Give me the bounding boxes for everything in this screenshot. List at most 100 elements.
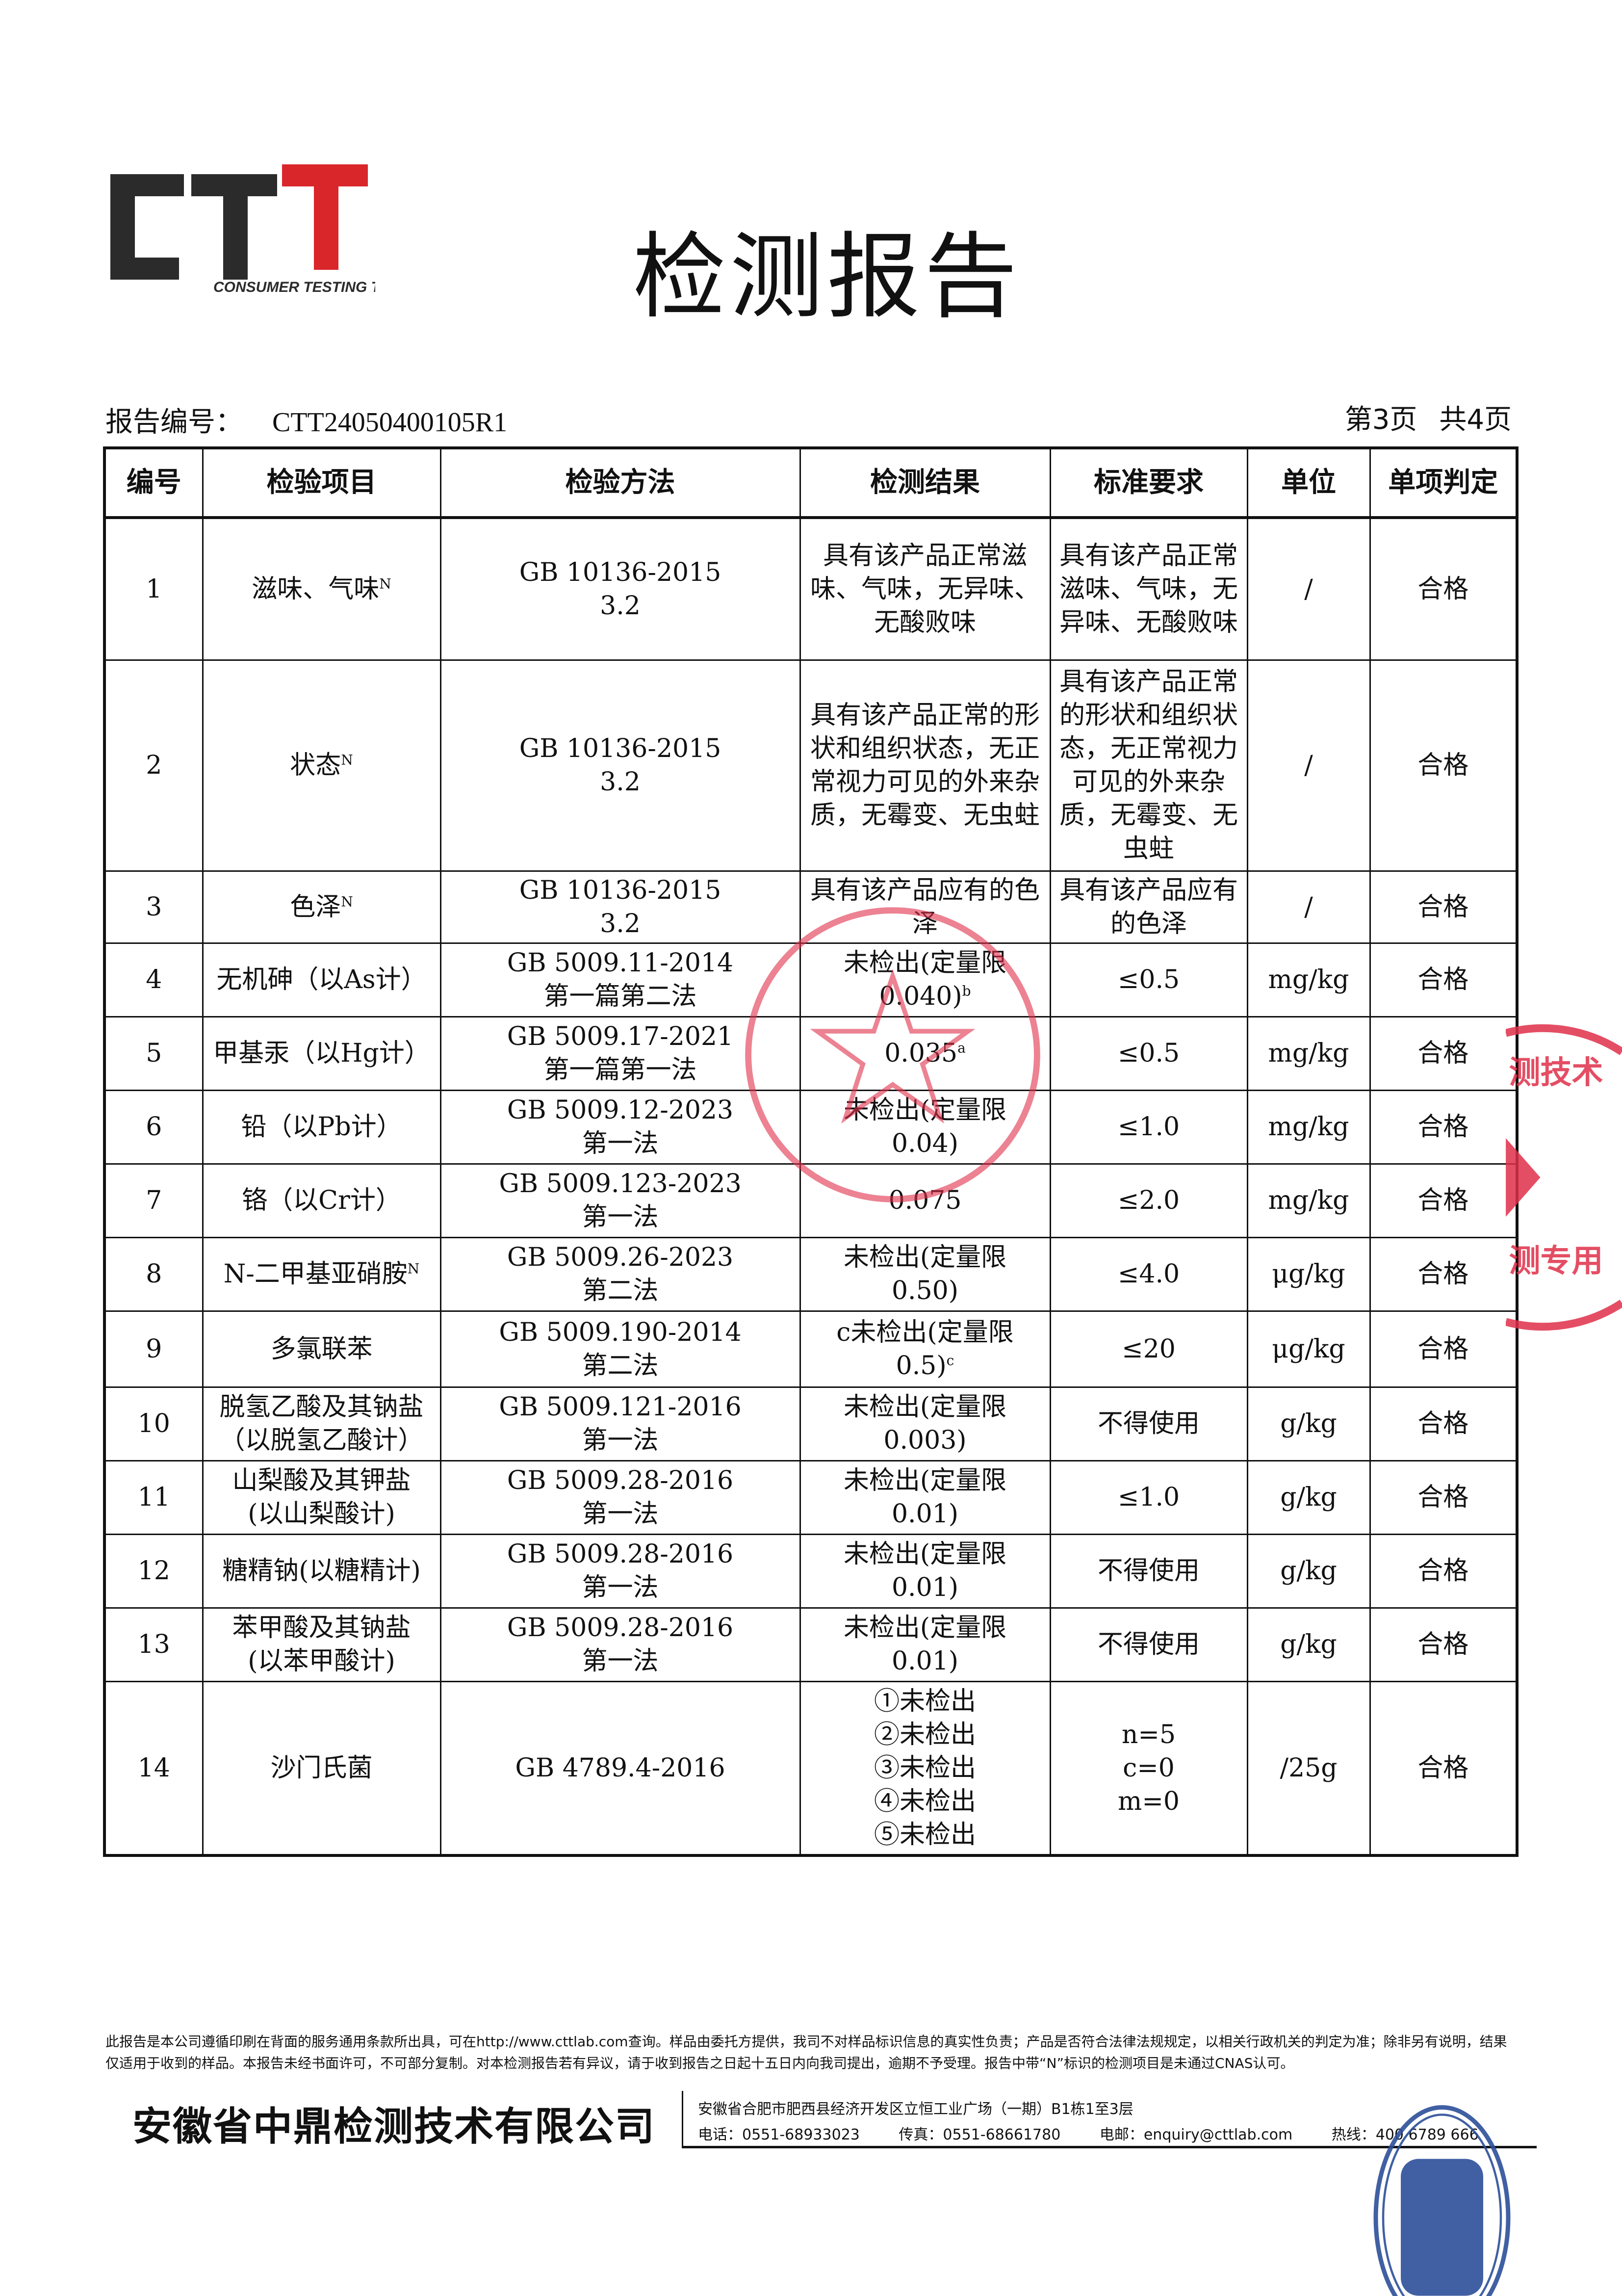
result-text: 未检出(定量限 0.040) [843, 948, 1007, 1011]
cell-no: 9 [103, 1310, 204, 1388]
cell-verdict: 合格 [1369, 1236, 1518, 1312]
verdict-text: 合格 [1417, 1259, 1469, 1289]
results-table: 编号 检验项目 检验方法 检测结果 标准要求 单位 单项判定 1 滋味、气味N GB… [103, 446, 1519, 1857]
table-row: 6 铅（以Pb计） GB 5009.12-2023 第一法 未检出(定量限 0.04)… [103, 1089, 1518, 1165]
cell-result: c未检出(定量限 0.5)c [799, 1310, 1051, 1388]
cell-requirement: ≤2.0 [1049, 1163, 1248, 1238]
cell-item: 色泽N [202, 870, 441, 944]
cell-method: GB 4789.4-2016 [439, 1680, 801, 1856]
cell-no: 4 [103, 942, 204, 1018]
verdict-text: 合格 [1417, 1334, 1469, 1364]
verdict-text: 合格 [1417, 1409, 1469, 1438]
cell-no: 5 [103, 1016, 204, 1091]
report-number: 报告编号： CTT24050400105R1 [105, 400, 507, 440]
cell-method: GB 10136-2015 3.2 [439, 517, 801, 661]
cell-verdict: 合格 [1369, 1386, 1518, 1461]
cell-item: 沙门氏菌 [202, 1680, 441, 1856]
cell-item: 甲基汞（以Hg计） [202, 1016, 441, 1091]
cell-no: 2 [103, 659, 204, 872]
no-text: 14 [137, 1753, 170, 1783]
verdict-text: 合格 [1417, 1112, 1469, 1142]
fax: 传真：0551-68661780 [899, 2126, 1061, 2143]
verdict-text: 合格 [1417, 751, 1469, 780]
cell-no: 7 [103, 1163, 204, 1238]
result-text: 未检出(定量限 0.04) [843, 1096, 1007, 1158]
cell-unit: mg/kg [1246, 942, 1371, 1018]
method-text: GB 10136-2015 3.2 [519, 734, 721, 797]
requirement-text: ≤0.5 [1117, 965, 1180, 994]
result-text: ①未检出 ②未检出 ③未检出 ④未检出 ⑤未检出 [874, 1686, 976, 1850]
item-text: 糖精钠(以糖精计) [222, 1556, 421, 1586]
result-footnote-mark: b [962, 983, 971, 999]
requirement-text: ≤2.0 [1117, 1186, 1180, 1215]
cell-method: GB 5009.123-2023 第一法 [439, 1163, 801, 1238]
header-item: 检验项目 [202, 447, 441, 519]
requirement-text: ≤1.0 [1117, 1112, 1180, 1142]
cell-method: GB 10136-2015 3.2 [439, 659, 801, 872]
cell-unit: mg/kg [1246, 1089, 1371, 1165]
requirement-text: 具有该产品应有的色泽 [1059, 875, 1238, 939]
result-text: 未检出(定量限 0.003) [843, 1392, 1007, 1455]
method-text: GB 10136-2015 3.2 [519, 875, 721, 939]
item-text: 状态 [290, 751, 341, 780]
cell-no: 13 [103, 1607, 204, 1682]
result-text: 0.035 [884, 1039, 958, 1068]
no-text: 11 [137, 1483, 170, 1512]
method-text: GB 5009.12-2023 第一法 [507, 1096, 734, 1158]
cell-no: 10 [103, 1386, 204, 1461]
requirement-text: 不得使用 [1097, 1630, 1200, 1659]
cell-verdict: 合格 [1369, 1533, 1518, 1609]
method-text: GB 5009.26-2023 第二法 [507, 1243, 734, 1305]
cell-verdict: 合格 [1369, 1310, 1518, 1388]
cell-no: 14 [103, 1680, 204, 1856]
no-text: 8 [146, 1259, 162, 1289]
cell-method: GB 5009.28-2016 第一法 [439, 1533, 801, 1609]
requirement-text: n=5 c=0 m=0 [1118, 1720, 1180, 1816]
table-row: 1 滋味、气味N GB 10136-2015 3.2 具有该产品正常滋味、气味，无异味… [103, 517, 1518, 661]
verdict-text: 合格 [1417, 574, 1469, 604]
cell-requirement: ≤0.5 [1049, 942, 1248, 1018]
cell-verdict: 合格 [1369, 517, 1518, 661]
table-row: 10 脱氢乙酸及其钠盐 （以脱氢乙酸计） GB 5009.121-2016 第一法 未… [103, 1386, 1518, 1461]
item-footnote-mark: N [341, 752, 353, 768]
cell-verdict: 合格 [1369, 1089, 1518, 1165]
cell-no: 6 [103, 1089, 204, 1165]
cell-method: GB 10136-2015 3.2 [439, 870, 801, 944]
method-text: GB 5009.190-2014 第二法 [499, 1317, 742, 1381]
table-row: 12 糖精钠(以糖精计) GB 5009.28-2016 第一法 未检出(定量限 0.… [103, 1533, 1518, 1609]
header-method: 检验方法 [439, 447, 801, 519]
cell-method: GB 5009.12-2023 第一法 [439, 1089, 801, 1165]
table-row: 9 多氯联苯 GB 5009.190-2014 第二法 c未检出(定量限 0.5)c ≤… [103, 1310, 1518, 1388]
cell-result: 0.075 [799, 1163, 1051, 1238]
cell-requirement: 具有该产品应有的色泽 [1049, 870, 1248, 944]
item-text: 滋味、气味 [252, 574, 380, 604]
cell-requirement: ≤1.0 [1049, 1460, 1248, 1535]
header-verdict: 单项判定 [1369, 447, 1518, 519]
cell-result: 未检出(定量限 0.01) [799, 1533, 1051, 1609]
unit-text: /25g [1280, 1753, 1338, 1783]
method-text: GB 5009.121-2016 第一法 [499, 1392, 742, 1455]
hotline: 热线：400 6789 666 [1331, 2126, 1479, 2143]
company-name: 安徽省中鼎检测技术有限公司 [132, 2104, 655, 2149]
table-header-row: 编号 检验项目 检验方法 检测结果 标准要求 单位 单项判定 [103, 447, 1518, 519]
verdict-text: 合格 [1417, 892, 1469, 922]
requirement-text: 具有该产品正常滋味、气味，无异味、无酸败味 [1059, 541, 1238, 637]
cell-unit: g/kg [1246, 1607, 1371, 1682]
table-row: 8 N-二甲基亚硝胺N GB 5009.26-2023 第二法 未检出(定量限 0.5… [103, 1236, 1518, 1312]
cell-item: 无机砷（以As计） [202, 942, 441, 1018]
cell-requirement: 具有该产品正常滋味、气味，无异味、无酸败味 [1049, 517, 1248, 661]
cell-unit: g/kg [1246, 1460, 1371, 1535]
cell-item: 糖精钠(以糖精计) [202, 1533, 441, 1609]
item-text: N-二甲基亚硝胺 [223, 1259, 408, 1289]
verdict-text: 合格 [1417, 1186, 1469, 1215]
email: 电邮：enquiry@cttlab.com [1099, 2126, 1293, 2143]
unit-text: g/kg [1280, 1483, 1337, 1512]
cell-unit: /25g [1246, 1680, 1371, 1856]
no-text: 4 [146, 965, 162, 994]
unit-text: mg/kg [1268, 1186, 1349, 1215]
cell-verdict: 合格 [1369, 942, 1518, 1018]
cell-verdict: 合格 [1369, 870, 1518, 944]
cell-item: 滋味、气味N [202, 517, 441, 661]
cell-requirement: 不得使用 [1049, 1607, 1248, 1682]
no-text: 2 [146, 751, 162, 780]
